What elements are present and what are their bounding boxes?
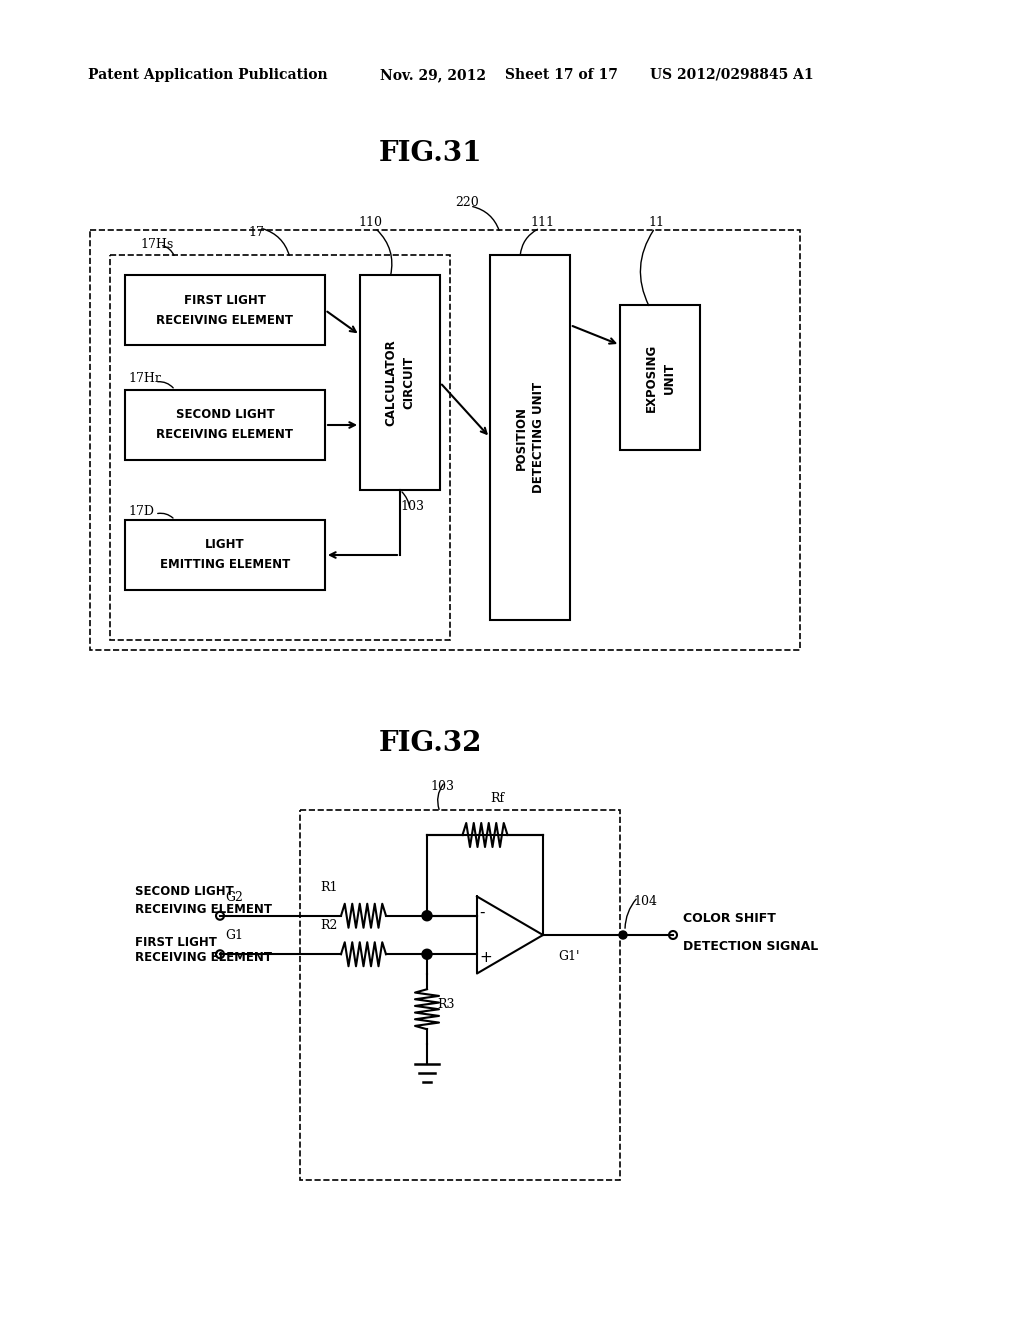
Text: Rf: Rf	[490, 792, 504, 805]
Text: LIGHT: LIGHT	[205, 539, 245, 552]
Text: 11: 11	[648, 216, 664, 228]
Text: FIG.32: FIG.32	[378, 730, 481, 756]
Text: 110: 110	[358, 216, 382, 228]
Circle shape	[422, 911, 432, 921]
Text: Nov. 29, 2012: Nov. 29, 2012	[380, 69, 486, 82]
Text: +: +	[480, 950, 493, 965]
Text: RECEIVING ELEMENT: RECEIVING ELEMENT	[135, 903, 272, 916]
Text: FIRST LIGHT: FIRST LIGHT	[135, 936, 217, 949]
Text: EXPOSING
UNIT: EXPOSING UNIT	[644, 343, 676, 412]
Bar	[125, 520, 325, 590]
Text: EMITTING ELEMENT: EMITTING ELEMENT	[160, 558, 290, 572]
Bar	[110, 255, 450, 640]
Text: SECOND LIGHT: SECOND LIGHT	[176, 408, 274, 421]
Text: RECEIVING ELEMENT: RECEIVING ELEMENT	[157, 429, 294, 441]
Bar	[125, 389, 325, 459]
Bar	[490, 255, 570, 620]
Text: SECOND LIGHT: SECOND LIGHT	[135, 884, 233, 898]
Text: R2: R2	[319, 919, 337, 932]
Text: 103: 103	[430, 780, 454, 793]
Text: R3: R3	[437, 998, 455, 1011]
Text: 17: 17	[248, 226, 264, 239]
Text: 17Hs: 17Hs	[140, 238, 173, 251]
Text: Sheet 17 of 17: Sheet 17 of 17	[505, 69, 617, 82]
Text: FIG.31: FIG.31	[378, 140, 481, 168]
Text: -: -	[480, 906, 485, 920]
Text: 111: 111	[530, 216, 554, 228]
Circle shape	[216, 912, 224, 920]
Text: G1: G1	[225, 929, 243, 942]
Bar	[360, 275, 440, 490]
Text: 104: 104	[633, 895, 657, 908]
Bar	[90, 230, 800, 649]
Bar	[125, 275, 325, 345]
Circle shape	[669, 931, 677, 939]
Bar	[300, 810, 620, 1180]
Text: G1': G1'	[558, 950, 580, 964]
Text: RECEIVING ELEMENT: RECEIVING ELEMENT	[157, 314, 294, 326]
Text: Patent Application Publication: Patent Application Publication	[88, 69, 328, 82]
Text: 220: 220	[455, 195, 479, 209]
Text: R1: R1	[319, 880, 338, 894]
Circle shape	[216, 950, 224, 958]
Text: 17Hr: 17Hr	[128, 372, 161, 385]
Text: 17D: 17D	[128, 506, 154, 517]
Text: FIRST LIGHT: FIRST LIGHT	[184, 293, 266, 306]
Text: COLOR SHIFT: COLOR SHIFT	[683, 912, 776, 925]
Circle shape	[618, 931, 627, 939]
Text: G2: G2	[225, 891, 243, 904]
Text: 103: 103	[400, 500, 424, 513]
Text: DETECTION SIGNAL: DETECTION SIGNAL	[683, 940, 818, 953]
Text: POSITION
DETECTING UNIT: POSITION DETECTING UNIT	[514, 381, 546, 494]
Text: US 2012/0298845 A1: US 2012/0298845 A1	[650, 69, 814, 82]
Text: RECEIVING ELEMENT: RECEIVING ELEMENT	[135, 952, 272, 964]
Text: CALCULATOR
CIRCUIT: CALCULATOR CIRCUIT	[384, 339, 416, 426]
Bar	[620, 305, 700, 450]
Circle shape	[422, 949, 432, 960]
